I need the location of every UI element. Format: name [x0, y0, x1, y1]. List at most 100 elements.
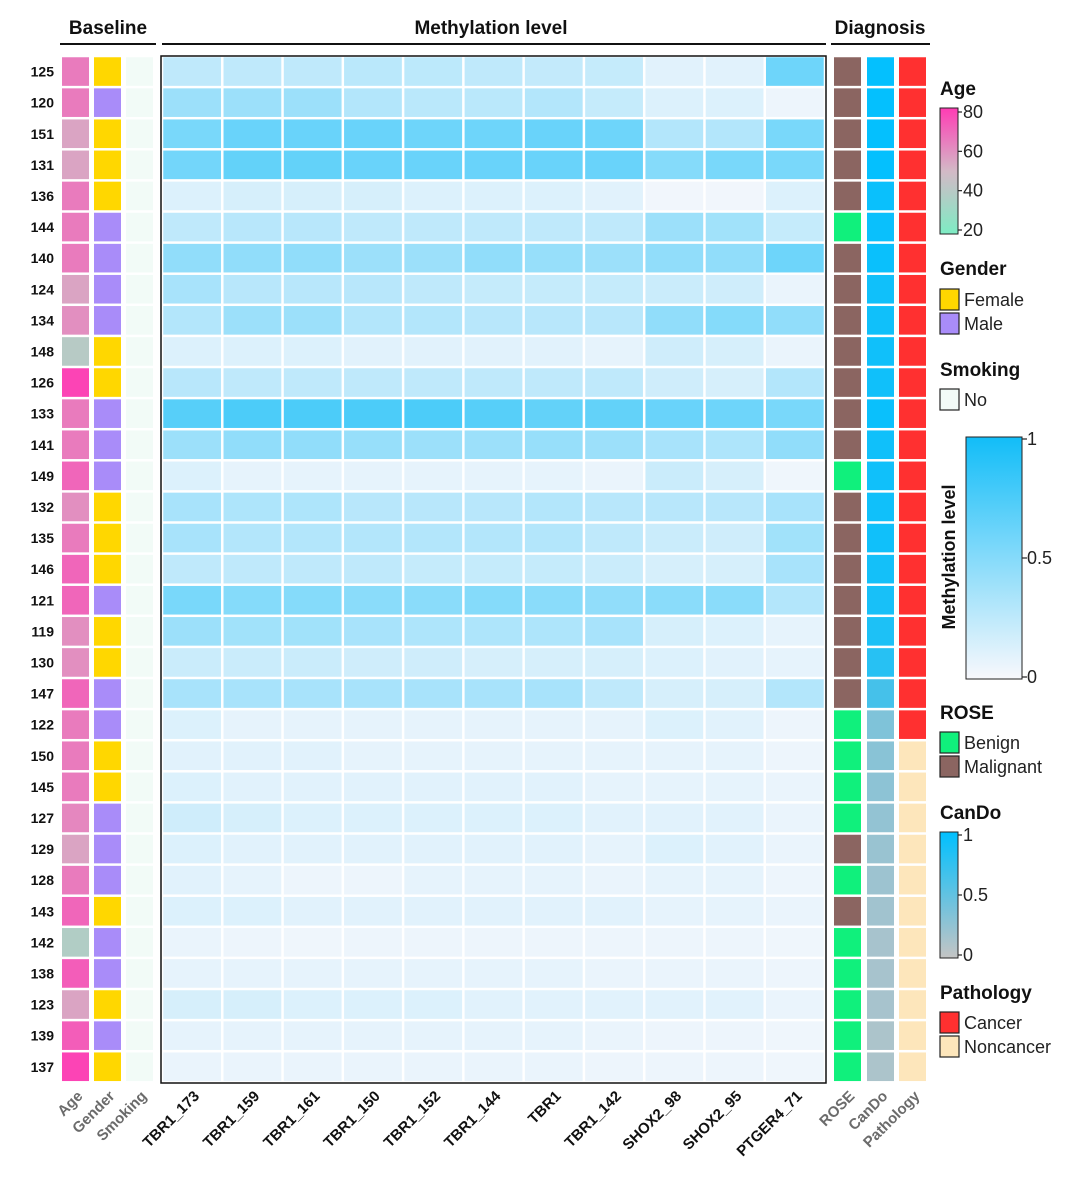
pathology-cell	[899, 617, 926, 646]
gender-cell	[94, 119, 121, 149]
cando-cell	[867, 1021, 894, 1050]
smoking-cell	[126, 181, 153, 211]
heatmap-cell	[163, 399, 222, 428]
gender-cell	[94, 461, 121, 491]
age-cell	[62, 617, 89, 646]
gender-cell	[94, 803, 121, 833]
heatmap-cell	[765, 710, 824, 739]
heatmap-cell	[645, 461, 704, 491]
heatmap-cell	[283, 119, 342, 149]
heatmap-cell	[645, 337, 704, 366]
pathology-cell	[899, 523, 926, 553]
heatmap-cell	[585, 368, 643, 397]
heatmap-cell	[645, 1052, 704, 1082]
heatmap-cell	[464, 772, 523, 802]
heatmap-cell	[223, 959, 282, 988]
heatmap-cell	[705, 368, 764, 397]
heatmap-cell	[524, 772, 583, 802]
heatmap-cell	[524, 990, 583, 1019]
rose-cell	[834, 928, 861, 957]
heatmap-cell	[404, 461, 463, 491]
heatmap-cell	[283, 306, 342, 335]
smoking-cell	[126, 430, 153, 460]
age-cell	[62, 243, 89, 273]
heatmap-cell	[223, 679, 282, 708]
heatmap-cell	[464, 959, 523, 988]
heatmap-cell	[464, 834, 523, 864]
heatmap-cell	[705, 523, 764, 553]
heatmap-cell	[223, 337, 282, 366]
row-label: 119	[31, 623, 54, 639]
legend-age-title: Age	[940, 79, 976, 100]
heatmap-cell	[344, 274, 402, 304]
rose-cell	[834, 119, 861, 149]
heatmap-cell	[223, 57, 282, 86]
heatmap-cell	[585, 1021, 643, 1050]
heatmap-cell	[283, 212, 342, 242]
heatmap-cell	[464, 119, 523, 149]
colorbar-tick-label: 0	[963, 945, 973, 965]
heatmap-cell	[765, 1021, 824, 1050]
row-label: 123	[31, 997, 55, 1013]
heatmap-cell	[645, 710, 704, 739]
smoking-cell	[126, 959, 153, 988]
heatmap-cell	[344, 430, 402, 460]
heatmap-cell	[163, 679, 222, 708]
smoking-cell	[126, 337, 153, 366]
heatmap-cell	[585, 274, 643, 304]
cando-cell	[867, 181, 894, 211]
legend-age-colorbar	[939, 107, 959, 235]
pathology-cell	[899, 119, 926, 149]
cando-cell	[867, 648, 894, 677]
heatmap-cell	[464, 274, 523, 304]
heatmap-cell	[645, 896, 704, 926]
heatmap-cell	[645, 834, 704, 864]
rose-legend-label: Benign	[964, 733, 1020, 753]
row-label: 147	[31, 686, 55, 702]
heatmap-cell	[585, 741, 643, 771]
heatmap-cell	[645, 928, 704, 957]
heatmap-cell	[344, 772, 402, 802]
gender-legend-swatch	[939, 288, 960, 311]
pathology-cell	[899, 306, 926, 335]
heatmap-cell	[163, 865, 222, 895]
heatmap-cell	[524, 461, 583, 491]
rose-cell	[834, 585, 861, 615]
smoking-cell	[126, 834, 153, 864]
legend-cando-colorbar	[939, 831, 959, 959]
heatmap-cell	[645, 57, 704, 86]
heatmap-cell	[585, 834, 643, 864]
heatmap-cell	[163, 461, 222, 491]
heatmap-cell	[223, 648, 282, 677]
heatmap-cell	[223, 834, 282, 864]
cando-cell	[867, 803, 894, 833]
rose-cell	[834, 741, 861, 771]
rose-cell	[834, 1052, 861, 1082]
heatmap-cell	[765, 461, 824, 491]
heatmap-cell	[404, 710, 463, 739]
heatmap-cell	[705, 834, 764, 864]
cando-cell	[867, 88, 894, 117]
legend-smoking: Smoking No	[939, 360, 1020, 411]
heatmap-cell	[765, 337, 824, 366]
heatmap-cell	[585, 865, 643, 895]
age-cell	[62, 896, 89, 926]
row-label: 133	[31, 406, 55, 422]
heatmap-cell	[464, 554, 523, 584]
heatmap-cell	[283, 617, 342, 646]
heatmap-cell	[344, 212, 402, 242]
heatmap-cell	[705, 88, 764, 117]
heatmap-cell	[283, 710, 342, 739]
heatmap-cell	[344, 554, 402, 584]
heatmap-cell	[645, 648, 704, 677]
heatmap-cell	[645, 368, 704, 397]
heatmap-cell	[524, 834, 583, 864]
heatmap-cell	[585, 1052, 643, 1082]
diagnosis-annotation-columns	[834, 57, 926, 1082]
pathology-legend-label: Noncancer	[964, 1037, 1051, 1057]
heatmap-cell	[283, 1021, 342, 1050]
heatmap-cell	[464, 430, 523, 460]
cando-cell	[867, 772, 894, 802]
colorbar-tick-label: 40	[963, 181, 983, 201]
gender-cell	[94, 492, 121, 522]
